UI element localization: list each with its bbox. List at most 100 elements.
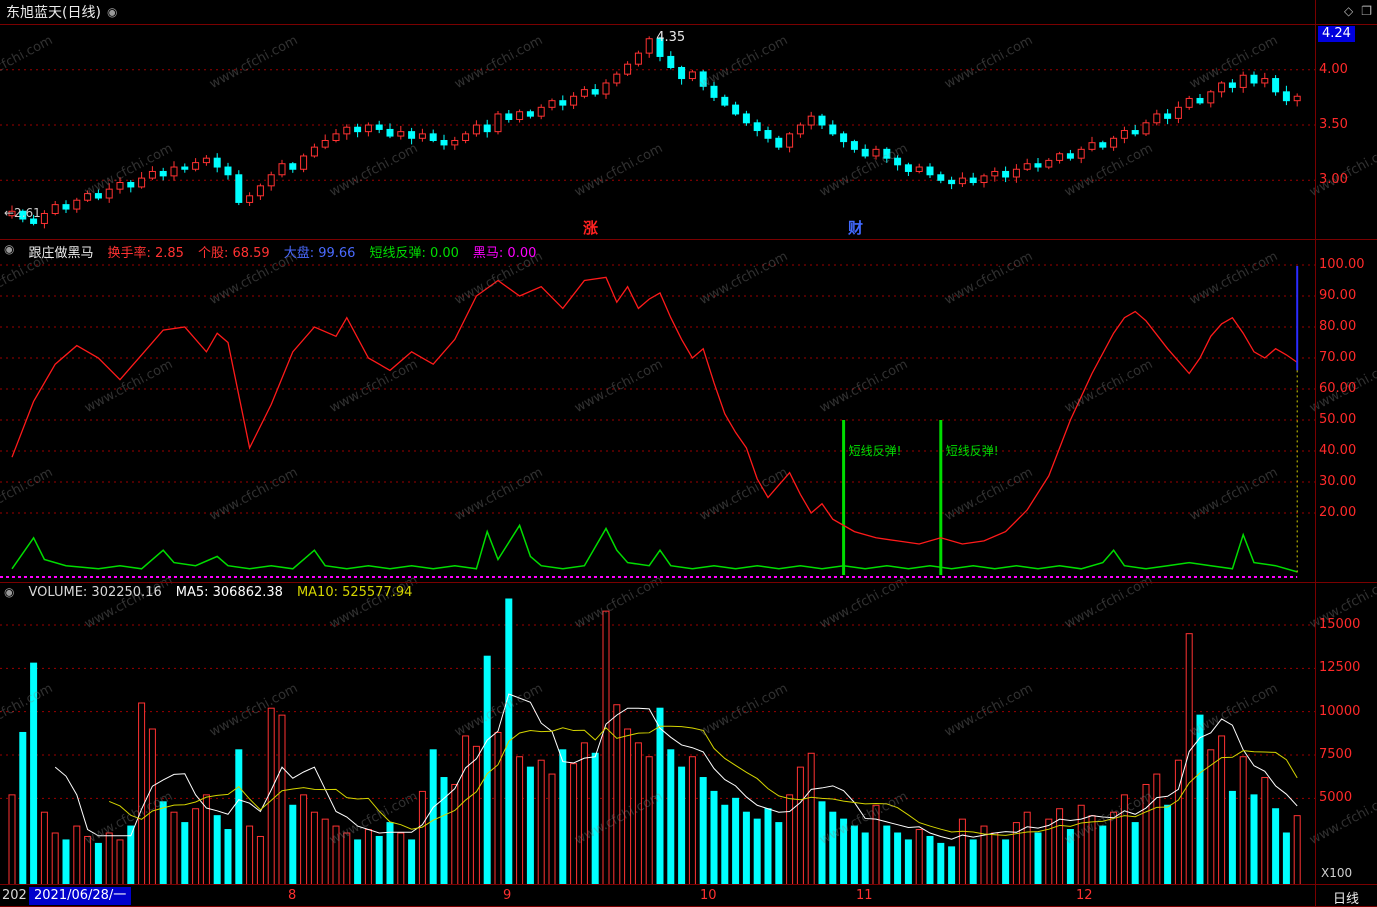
volume-bar[interactable] bbox=[1282, 832, 1290, 885]
volume-bar[interactable] bbox=[775, 822, 783, 885]
volume-bar[interactable] bbox=[278, 714, 286, 885]
candle[interactable] bbox=[364, 124, 372, 133]
volume-bar[interactable] bbox=[958, 818, 966, 885]
candle[interactable] bbox=[105, 188, 113, 199]
candle[interactable] bbox=[872, 148, 880, 157]
candle[interactable] bbox=[786, 133, 794, 148]
volume-bar[interactable] bbox=[1293, 815, 1301, 885]
candle[interactable] bbox=[1261, 78, 1269, 84]
candle[interactable] bbox=[40, 212, 48, 224]
candle[interactable] bbox=[192, 162, 200, 170]
volume-bar[interactable] bbox=[1110, 811, 1118, 885]
volume-bar[interactable] bbox=[202, 794, 210, 885]
candle[interactable] bbox=[472, 124, 480, 135]
volume-bar[interactable] bbox=[688, 756, 696, 885]
candle[interactable] bbox=[202, 157, 210, 164]
volume-bar[interactable] bbox=[818, 801, 826, 885]
volume-bar[interactable] bbox=[850, 825, 858, 885]
volume-bar[interactable] bbox=[559, 749, 567, 885]
candle[interactable] bbox=[1023, 163, 1031, 170]
volume-bar[interactable] bbox=[580, 742, 588, 885]
candle[interactable] bbox=[181, 166, 189, 170]
volume-bar[interactable] bbox=[1250, 794, 1258, 885]
candle[interactable] bbox=[256, 185, 264, 197]
candle[interactable] bbox=[138, 177, 146, 188]
candle[interactable] bbox=[894, 157, 902, 166]
volume-bar[interactable] bbox=[84, 835, 92, 885]
candle[interactable] bbox=[1110, 137, 1118, 148]
volume-bar[interactable] bbox=[883, 825, 891, 885]
candle[interactable] bbox=[462, 133, 470, 141]
candle[interactable] bbox=[397, 131, 405, 137]
volume-bar[interactable] bbox=[386, 822, 394, 885]
candle[interactable] bbox=[667, 55, 675, 68]
candle[interactable] bbox=[1142, 122, 1150, 135]
candle[interactable] bbox=[580, 89, 588, 97]
candle[interactable] bbox=[429, 133, 437, 141]
indicator-panel[interactable]: 短线反弹! 短线反弹! ◉ 跟庄做黑马 换手率: 2.85 个股: 68.59 大盘:… bbox=[0, 240, 1315, 583]
candle[interactable] bbox=[948, 179, 956, 185]
volume-bar[interactable] bbox=[753, 818, 761, 885]
candle[interactable] bbox=[904, 164, 912, 172]
volume-bar[interactable] bbox=[1045, 818, 1053, 885]
indicator-toggle-icon[interactable]: ◉ bbox=[4, 242, 15, 256]
volume-bar[interactable] bbox=[548, 773, 556, 885]
volume-bar[interactable] bbox=[840, 818, 848, 885]
candle[interactable] bbox=[1185, 97, 1193, 108]
candle[interactable] bbox=[1153, 113, 1161, 124]
candle[interactable] bbox=[764, 130, 772, 139]
candle[interactable] bbox=[840, 133, 848, 143]
volume-bar[interactable] bbox=[354, 839, 362, 885]
volume-bar[interactable] bbox=[1088, 815, 1096, 885]
volume-bar[interactable] bbox=[591, 752, 599, 885]
candle[interactable] bbox=[818, 115, 826, 126]
candle[interactable] bbox=[483, 124, 491, 133]
volume-toggle-icon[interactable]: ◉ bbox=[4, 585, 15, 599]
volume-bar[interactable] bbox=[94, 842, 102, 885]
stock-info-icon[interactable]: ◉ bbox=[106, 5, 118, 19]
candle[interactable] bbox=[688, 71, 696, 80]
candle[interactable] bbox=[1099, 142, 1107, 148]
volume-bar[interactable] bbox=[732, 797, 740, 885]
volume-bar[interactable] bbox=[807, 752, 815, 885]
volume-bar[interactable] bbox=[8, 794, 16, 885]
volume-bar[interactable] bbox=[1261, 777, 1269, 885]
candle[interactable] bbox=[246, 195, 254, 203]
diamond-icon[interactable]: ◇ bbox=[1344, 4, 1354, 18]
volume-bar[interactable] bbox=[624, 728, 632, 885]
candle[interactable] bbox=[19, 210, 27, 220]
candle[interactable] bbox=[1218, 82, 1226, 93]
candle[interactable] bbox=[224, 166, 232, 176]
candle[interactable] bbox=[732, 104, 740, 115]
candle[interactable] bbox=[1164, 113, 1172, 119]
candle[interactable] bbox=[148, 170, 156, 179]
candle[interactable] bbox=[1012, 168, 1020, 178]
candle[interactable] bbox=[516, 111, 524, 120]
candle[interactable] bbox=[742, 113, 750, 124]
candle[interactable] bbox=[127, 182, 135, 188]
candle[interactable] bbox=[440, 139, 448, 146]
volume-bar[interactable] bbox=[1077, 804, 1085, 885]
volume-bar[interactable] bbox=[1120, 794, 1128, 885]
candle[interactable] bbox=[505, 113, 513, 120]
candle[interactable] bbox=[613, 73, 621, 84]
volume-bar[interactable] bbox=[1196, 714, 1204, 885]
volume-bar[interactable] bbox=[948, 846, 956, 885]
candle[interactable] bbox=[1250, 74, 1258, 84]
volume-bar[interactable] bbox=[894, 832, 902, 885]
volume-bar[interactable] bbox=[1099, 825, 1107, 885]
volume-bar[interactable] bbox=[127, 825, 135, 885]
candle[interactable] bbox=[699, 71, 707, 87]
candle[interactable] bbox=[451, 139, 459, 146]
candle[interactable] bbox=[559, 100, 567, 106]
candle[interactable] bbox=[1088, 142, 1096, 150]
volume-bar[interactable] bbox=[1272, 808, 1280, 885]
volume-bar[interactable] bbox=[1239, 756, 1247, 885]
candle[interactable] bbox=[526, 111, 534, 117]
volume-bar[interactable] bbox=[246, 825, 254, 885]
candle[interactable] bbox=[1196, 97, 1204, 104]
volume-bar[interactable] bbox=[526, 766, 534, 885]
candle[interactable] bbox=[354, 126, 362, 133]
volume-bar[interactable] bbox=[1174, 759, 1182, 885]
candle[interactable] bbox=[537, 106, 545, 117]
